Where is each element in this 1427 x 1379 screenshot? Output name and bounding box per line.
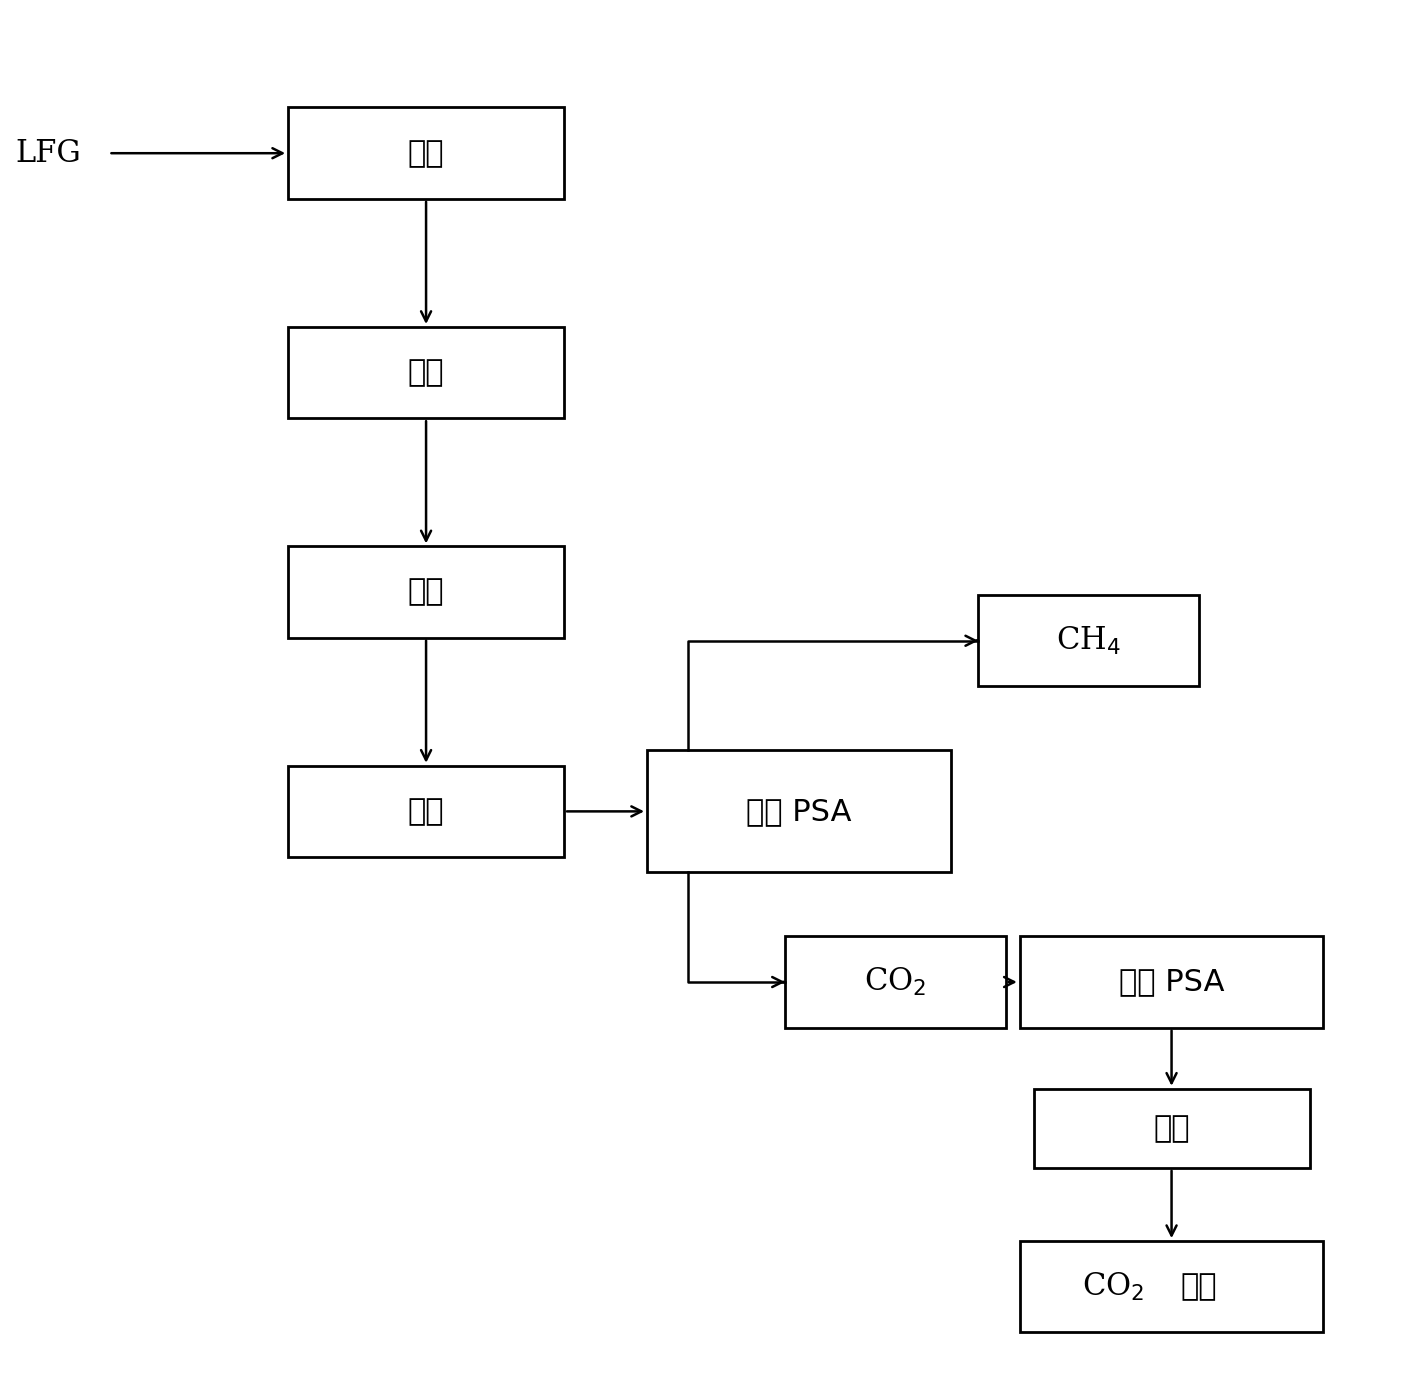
Bar [979,596,1199,687]
Bar [288,108,564,199]
Text: CO$_2$: CO$_2$ [1082,1270,1144,1303]
Text: CH$_4$: CH$_4$ [1056,625,1122,656]
Text: 脱氧: 脱氧 [408,578,444,607]
Text: 压缩: 压缩 [408,797,444,826]
Bar [1020,1241,1323,1332]
Bar [785,936,1006,1027]
Text: 二级 PSA: 二级 PSA [1119,968,1224,997]
Text: CO$_2$: CO$_2$ [865,965,926,998]
Bar [646,750,950,873]
Bar [1020,936,1323,1027]
Text: LFG: LFG [16,138,81,168]
Text: 过滤: 过滤 [408,139,444,168]
Text: 脱硫: 脱硫 [408,359,444,387]
Bar [1033,1088,1310,1168]
Bar [288,765,564,858]
Bar [288,327,564,418]
Bar [288,546,564,637]
Text: 一级 PSA: 一级 PSA [746,797,852,826]
Text: 产品: 产品 [1182,1273,1217,1302]
Text: 精馏: 精馏 [1153,1114,1190,1143]
